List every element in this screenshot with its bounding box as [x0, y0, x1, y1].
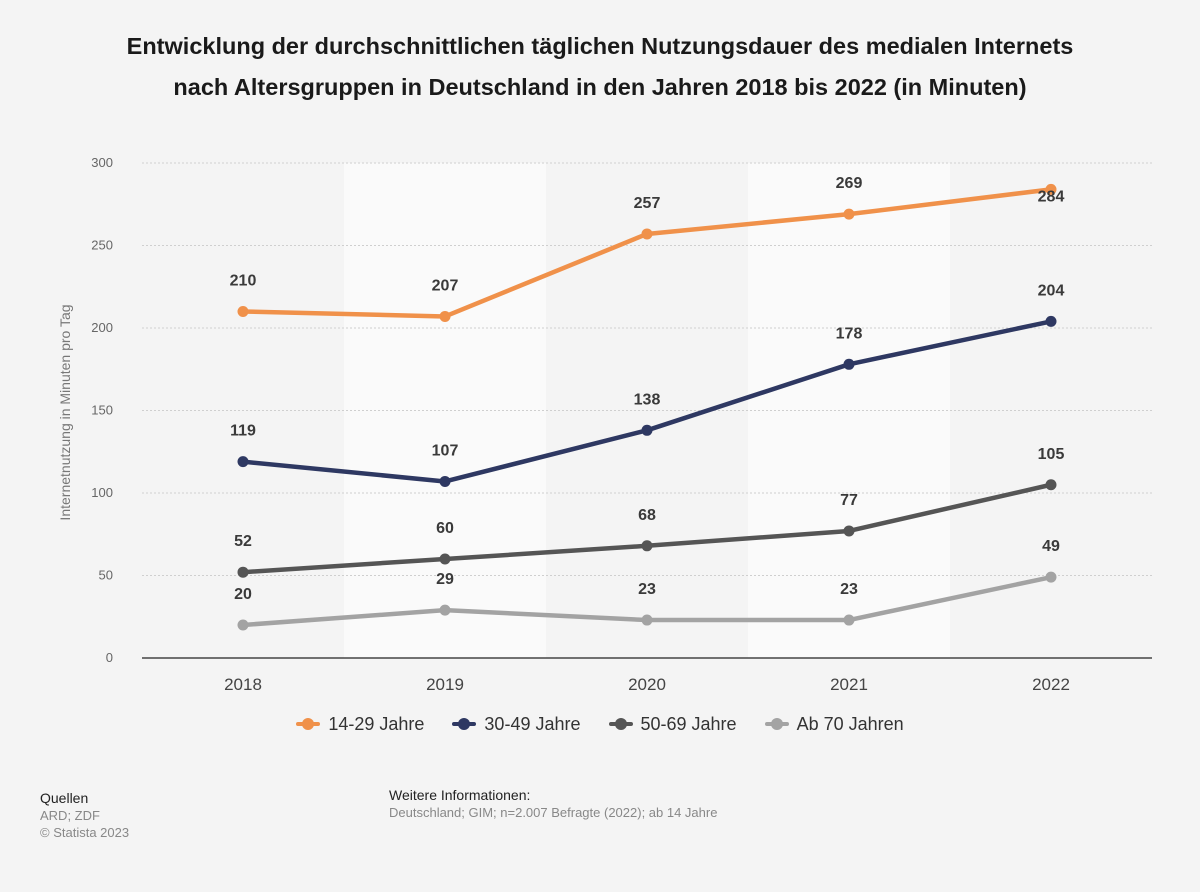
data-label: 269 — [836, 175, 863, 192]
data-label: 68 — [638, 507, 656, 524]
sources-line: ARD; ZDF — [40, 808, 100, 823]
info-heading: Weitere Informationen: — [389, 787, 531, 803]
legend-label: 30-49 Jahre — [484, 713, 581, 734]
y-tick-label: 50 — [99, 568, 113, 583]
legend-marker-icon — [608, 713, 633, 735]
info-block: Weitere Informationen: Deutschland; GIM;… — [389, 786, 717, 822]
data-point — [439, 553, 451, 565]
y-tick-label: 100 — [91, 485, 113, 500]
data-label: 52 — [234, 533, 252, 550]
y-axis-label: Internetnutzung in Minuten pro Tag — [57, 304, 73, 520]
y-tick-label: 150 — [91, 403, 113, 418]
data-point — [843, 525, 855, 537]
data-label: 77 — [840, 492, 858, 509]
data-point — [1045, 315, 1057, 327]
legend-marker-icon — [296, 713, 321, 735]
data-label: 29 — [436, 571, 454, 588]
sources-block: Quellen ARD; ZDF © Statista 2023 — [40, 790, 129, 841]
y-tick-label: 300 — [91, 155, 113, 170]
data-label: 119 — [230, 423, 256, 440]
data-label: 257 — [634, 195, 661, 212]
data-label: 20 — [234, 586, 252, 603]
legend-marker-icon — [452, 713, 477, 735]
legend-item[interactable]: 14-29 Jahre — [296, 713, 424, 735]
data-label: 23 — [840, 581, 858, 598]
y-tick-label: 200 — [91, 320, 113, 335]
data-label: 284 — [1038, 188, 1065, 205]
data-label: 49 — [1042, 538, 1060, 555]
column-band — [344, 163, 546, 658]
legend-item[interactable]: 50-69 Jahre — [608, 713, 737, 735]
data-label: 107 — [432, 442, 459, 459]
x-tick-label: 2018 — [224, 675, 262, 694]
data-label: 138 — [634, 391, 661, 408]
data-label: 210 — [230, 273, 257, 290]
y-tick-label: 0 — [106, 650, 113, 665]
legend-label: Ab 70 Jahren — [796, 713, 904, 734]
data-point — [237, 619, 249, 631]
data-point — [641, 540, 653, 552]
legend-marker-icon — [764, 713, 789, 735]
copyright-line: © Statista 2023 — [40, 825, 130, 840]
sources-heading: Quellen — [40, 790, 89, 806]
data-point — [439, 310, 451, 322]
data-label: 178 — [836, 325, 863, 342]
data-point — [237, 306, 249, 317]
data-label: 23 — [638, 581, 656, 598]
data-point — [237, 566, 249, 578]
data-point — [1045, 571, 1057, 583]
x-tick-label: 2019 — [426, 675, 464, 694]
chart-legend: 14-29 Jahre 30-49 Jahre 50-69 Jahre Ab 70 J… — [0, 713, 1200, 735]
info-text: Deutschland; GIM; n=2.007 Befragte (2022… — [389, 805, 718, 820]
data-point — [641, 228, 653, 240]
y-tick-label: 250 — [91, 238, 113, 253]
data-point — [641, 614, 653, 626]
data-label: 60 — [436, 520, 454, 537]
data-label: 204 — [1038, 282, 1065, 299]
legend-item[interactable]: 30-49 Jahre — [452, 713, 581, 735]
data-point — [439, 604, 451, 616]
chart-title: Entwicklung der durchschnittlichen tägli… — [126, 33, 1074, 100]
x-tick-label: 2021 — [830, 675, 868, 694]
data-point — [843, 358, 855, 370]
legend-label: 14-29 Jahre — [328, 713, 425, 734]
legend-label: 50-69 Jahre — [640, 713, 737, 734]
data-point — [843, 208, 855, 220]
legend-item[interactable]: Ab 70 Jahren — [764, 713, 904, 735]
data-point — [1045, 183, 1057, 195]
data-point — [641, 424, 653, 436]
x-tick-label: 2020 — [628, 675, 666, 694]
data-label: 207 — [432, 277, 459, 294]
data-point — [237, 456, 249, 468]
data-point — [843, 614, 855, 626]
data-point — [439, 475, 451, 487]
column-band — [748, 163, 950, 658]
data-point — [1045, 479, 1057, 491]
data-label: 105 — [1038, 446, 1065, 463]
x-tick-label: 2022 — [1032, 675, 1070, 694]
